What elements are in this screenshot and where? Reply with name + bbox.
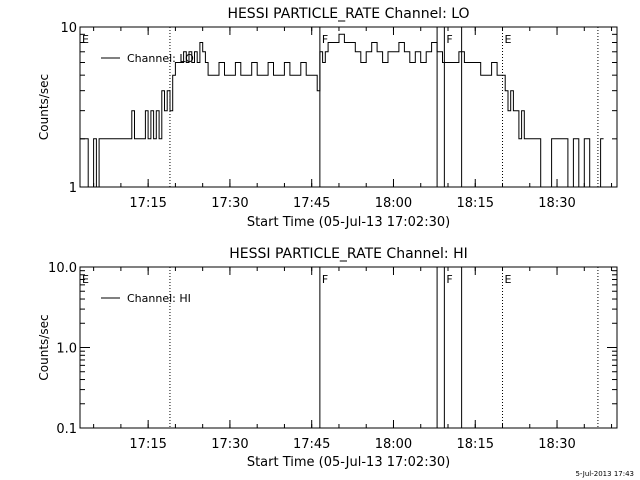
event-marker-label: E <box>505 33 512 46</box>
x-axis-label: Start Time (05-Jul-13 17:02:30) <box>247 455 450 470</box>
plot-frame <box>79 26 618 188</box>
event-marker-label: F <box>322 273 328 286</box>
legend-label: Channel: HI <box>127 292 191 305</box>
event-marker-label: E <box>82 273 89 286</box>
x-tick-label: 18:30 <box>538 437 575 452</box>
x-axis-label: Start Time (05-Jul-13 17:02:30) <box>247 215 450 230</box>
y-tick-label: 10.0 <box>48 261 77 276</box>
x-tick-label: 18:00 <box>375 196 412 211</box>
x-tick-label: 18:30 <box>538 196 575 211</box>
y-tick-label: 1.0 <box>56 342 77 357</box>
x-tick-label: 17:15 <box>129 437 166 452</box>
y-tick-label: 1 <box>69 181 77 196</box>
event-marker-label: F <box>446 33 452 46</box>
x-tick-label: 17:15 <box>129 196 166 211</box>
y-axis-label: Counts/sec <box>37 314 51 380</box>
event-marker-label: F <box>322 33 328 46</box>
footer-timestamp: 5-Jul-2013 17:43 <box>575 470 634 478</box>
x-tick-label: 18:15 <box>457 437 494 452</box>
x-tick-label: 17:30 <box>211 437 248 452</box>
legend-label: Channel: LO <box>127 52 194 65</box>
y-axis-label: Counts/sec <box>37 74 51 140</box>
x-tick-label: 18:00 <box>375 437 412 452</box>
event-marker-label: E <box>505 273 512 286</box>
y-tick-label: 10 <box>60 21 77 36</box>
x-tick-label: 17:45 <box>293 437 330 452</box>
event-marker-label: E <box>82 33 89 46</box>
chart-title: HESSI PARTICLE_RATE Channel: HI <box>229 246 467 262</box>
x-tick-label: 18:15 <box>457 196 494 211</box>
chart-title: HESSI PARTICLE_RATE Channel: LO <box>227 6 469 22</box>
x-tick-label: 17:45 <box>293 196 330 211</box>
series-line <box>80 33 604 188</box>
event-marker-label: F <box>446 273 452 286</box>
x-tick-label: 17:30 <box>211 196 248 211</box>
y-tick-label: 0.1 <box>56 422 77 437</box>
